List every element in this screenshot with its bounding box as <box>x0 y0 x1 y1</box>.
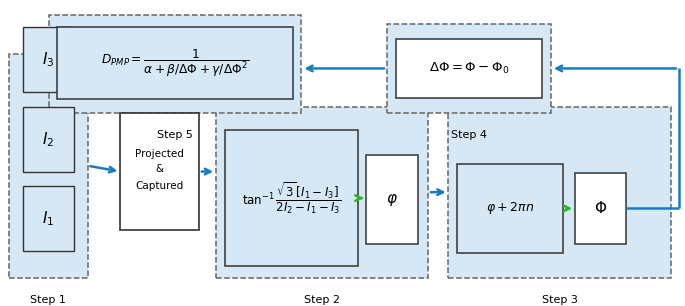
Text: Captured: Captured <box>136 181 184 191</box>
FancyBboxPatch shape <box>23 27 74 92</box>
FancyBboxPatch shape <box>216 107 428 278</box>
Text: $\varphi+2\pi n$: $\varphi+2\pi n$ <box>486 200 534 216</box>
Text: $I_2$: $I_2$ <box>42 130 54 148</box>
Text: $\tan^{-1}\dfrac{\sqrt{3}\,[I_1-I_3]}{2I_2-I_1-I_3}$: $\tan^{-1}\dfrac{\sqrt{3}\,[I_1-I_3]}{2I… <box>242 180 341 216</box>
FancyBboxPatch shape <box>575 173 626 244</box>
FancyBboxPatch shape <box>23 107 74 172</box>
Text: $I_3$: $I_3$ <box>42 50 54 69</box>
Text: Projected: Projected <box>135 149 184 159</box>
FancyBboxPatch shape <box>225 130 358 266</box>
Text: $\varphi$: $\varphi$ <box>386 192 398 207</box>
FancyBboxPatch shape <box>23 186 74 251</box>
FancyBboxPatch shape <box>49 15 301 113</box>
Text: $\Phi$: $\Phi$ <box>594 200 607 216</box>
Text: Step 1: Step 1 <box>30 295 66 305</box>
FancyBboxPatch shape <box>458 164 563 252</box>
FancyBboxPatch shape <box>449 107 671 278</box>
Text: Step 2: Step 2 <box>304 295 340 305</box>
FancyBboxPatch shape <box>396 39 542 98</box>
Text: &: & <box>155 164 164 174</box>
Text: $D_{PMP} = \dfrac{1}{\alpha + \beta/\Delta\Phi + \gamma/\Delta\Phi^2}$: $D_{PMP} = \dfrac{1}{\alpha + \beta/\Del… <box>101 48 249 79</box>
FancyBboxPatch shape <box>366 155 418 244</box>
Text: $I_1$: $I_1$ <box>42 209 54 228</box>
FancyBboxPatch shape <box>58 27 292 99</box>
Text: Step 5: Step 5 <box>157 130 193 140</box>
FancyBboxPatch shape <box>121 113 199 230</box>
Text: Step 3: Step 3 <box>542 295 577 305</box>
FancyBboxPatch shape <box>9 54 88 278</box>
Text: $\Delta\Phi = \Phi - \Phi_0$: $\Delta\Phi = \Phi - \Phi_0$ <box>429 61 509 76</box>
Text: Step 4: Step 4 <box>451 130 487 140</box>
FancyBboxPatch shape <box>387 24 551 113</box>
